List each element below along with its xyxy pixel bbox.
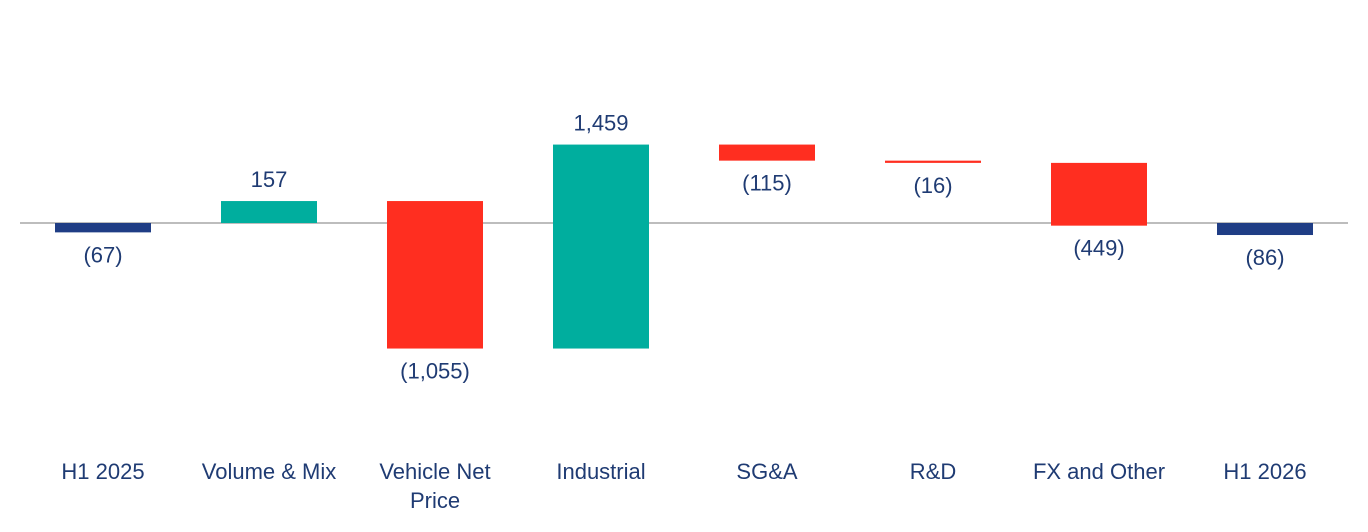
bar-3 xyxy=(553,144,649,349)
bar-1 xyxy=(221,201,317,223)
category-label-5: R&D xyxy=(910,459,956,484)
bar-group xyxy=(55,144,1313,349)
category-label-3: Industrial xyxy=(556,459,645,484)
category-label-group: H1 2025 Volume & Mix Vehicle Net Price Indus… xyxy=(61,459,1306,513)
bar-5 xyxy=(885,160,981,163)
category-label-7: H1 2026 xyxy=(1223,459,1306,484)
bar-6 xyxy=(1051,162,1147,226)
value-label-0: (67) xyxy=(83,242,122,267)
category-label-1: Volume & Mix xyxy=(202,459,337,484)
value-label-5: (16) xyxy=(913,173,952,198)
bar-0 xyxy=(55,223,151,233)
category-label-4: SG&A xyxy=(736,459,797,484)
category-label-2-line-2: Price xyxy=(410,488,460,513)
bar-4 xyxy=(719,144,815,161)
value-label-group: (67) 157 (1,055) 1,459 (115) (16) (449) (86) xyxy=(83,111,1284,384)
value-label-2: (1,055) xyxy=(400,359,470,384)
value-label-7: (86) xyxy=(1245,245,1284,270)
value-label-4: (115) xyxy=(742,171,792,196)
bar-7 xyxy=(1217,223,1313,236)
category-label-2: Vehicle Net xyxy=(379,459,490,484)
category-label-6: FX and Other xyxy=(1033,459,1165,484)
value-label-3: 1,459 xyxy=(573,111,628,136)
value-label-1: 157 xyxy=(251,167,288,192)
value-label-6: (449) xyxy=(1073,236,1124,261)
bar-2 xyxy=(387,201,483,349)
category-label-0: H1 2025 xyxy=(61,459,144,484)
